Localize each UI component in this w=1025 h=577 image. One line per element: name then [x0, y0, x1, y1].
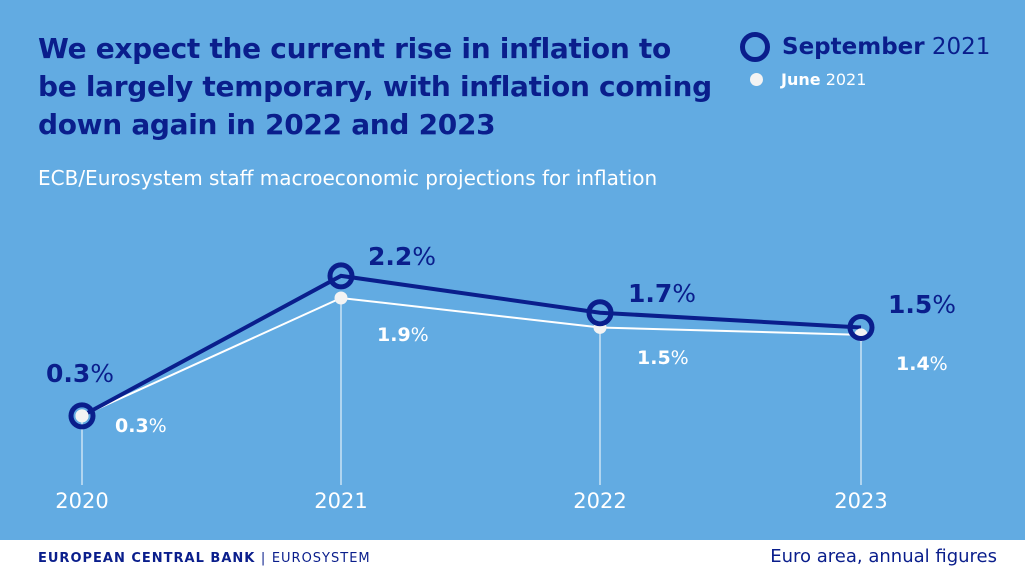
point-june	[334, 291, 348, 305]
legend-item-june: June 2021	[750, 70, 866, 89]
data-label-june: 0.3%	[115, 415, 167, 437]
point-september	[68, 402, 96, 430]
legend-label-year: 2021	[931, 34, 991, 60]
legend-label-year: 2021	[825, 70, 867, 89]
point-september	[586, 299, 614, 327]
legend-item-september: September 2021	[740, 32, 990, 62]
legend-label-bold: June	[781, 70, 821, 89]
footer: EUROPEAN CENTRAL BANK | EUROSYSTEM Euro …	[0, 540, 1025, 577]
chart-title: We expect the current rise in inflation …	[38, 32, 712, 141]
ecb-logo-text: EUROPEAN CENTRAL BANK | EUROSYSTEM	[38, 551, 371, 566]
data-label-june: 1.4%	[896, 353, 948, 375]
dot-marker-icon	[750, 73, 763, 86]
x-tick-label: 2022	[573, 489, 626, 513]
point-september	[847, 313, 875, 341]
series-line-june	[81, 296, 862, 417]
data-label-september: 1.5%	[888, 290, 956, 319]
data-label-september: 1.7%	[628, 279, 696, 308]
footer-note: Euro area, annual figures	[770, 546, 997, 567]
point-june	[75, 409, 89, 423]
x-tick-label: 2021	[314, 489, 367, 513]
x-tick-label: 2020	[55, 489, 108, 513]
legend-label-bold: September	[782, 34, 925, 60]
x-tick-label: 2023	[834, 489, 887, 513]
line-chart: 0.3% 2.2% 1.7% 1.5% 0.3% 1.9% 1.5% 1.4% 2020 2021…	[46, 242, 956, 513]
point-september	[327, 262, 355, 290]
series-line-september	[81, 273, 862, 418]
ring-marker-icon	[740, 32, 770, 62]
data-label-september: 2.2%	[368, 242, 436, 271]
data-label-june: 1.5%	[637, 347, 689, 369]
chart-subtitle: ECB/Eurosystem staff macroeconomic proje…	[38, 166, 658, 190]
data-label-june: 1.9%	[377, 324, 429, 346]
data-label-september: 0.3%	[46, 359, 114, 388]
